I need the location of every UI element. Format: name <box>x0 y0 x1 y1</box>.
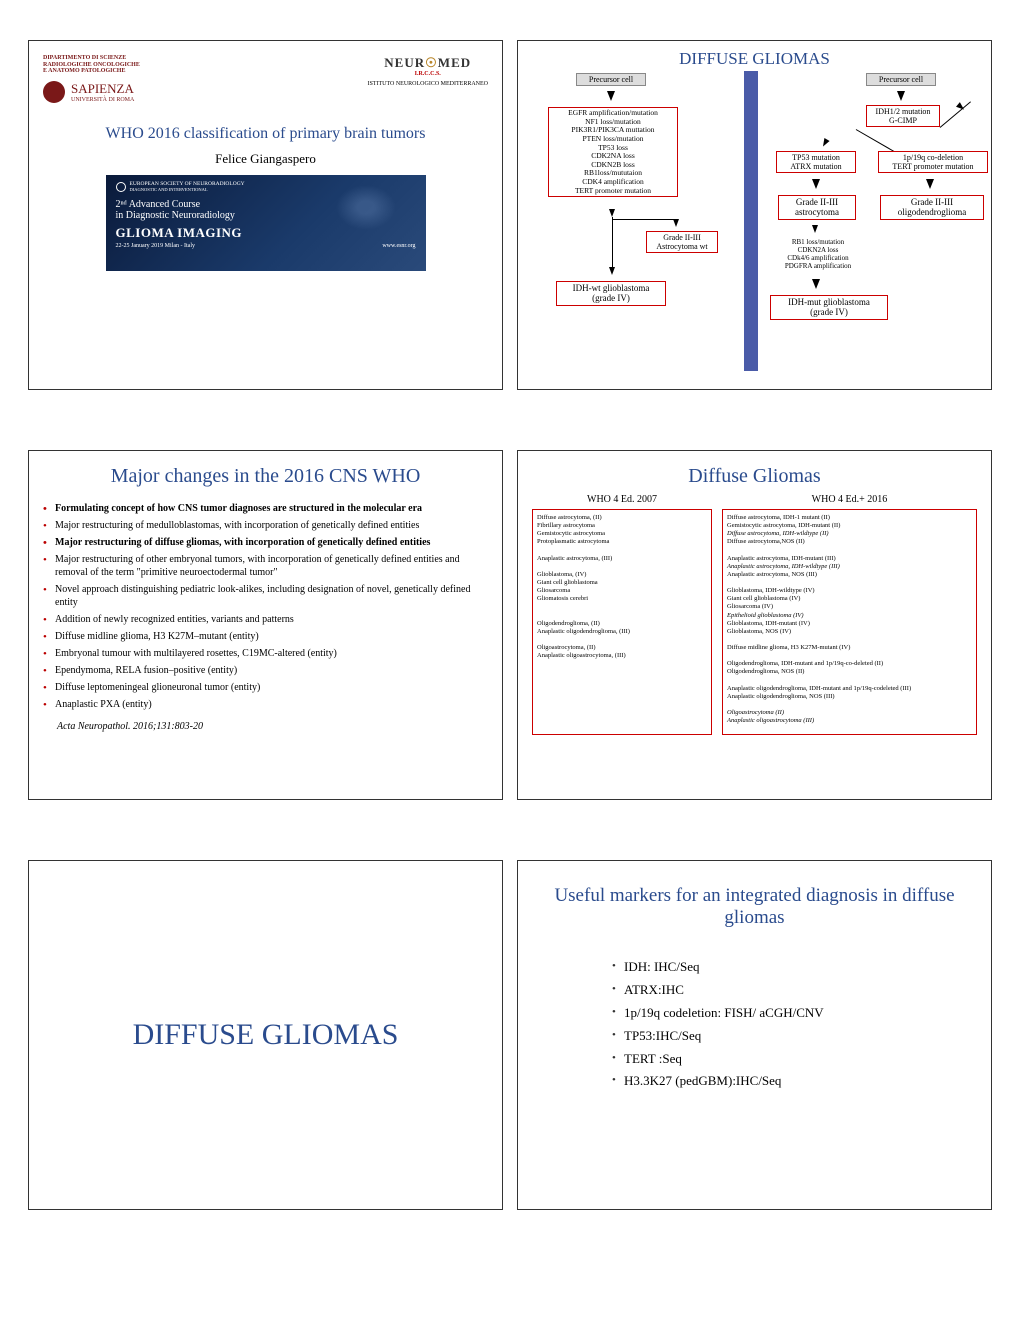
changes-item: Diffuse leptomeningeal glioneuronal tumo… <box>43 681 488 694</box>
slide-4: Diffuse Gliomas WHO 4 Ed. 2007 Diffuse a… <box>517 450 992 800</box>
left-gbm: IDH-wt glioblastoma (grade IV) <box>556 281 666 306</box>
sapienza-text: SAPIENZA <box>71 81 134 97</box>
changes-item: Major restructuring of other embryonal t… <box>43 553 488 579</box>
idh-node: IDH1/2 mutation G-CIMP <box>866 105 940 127</box>
marker-item: IDH: IHC/Seq <box>612 959 977 976</box>
changes-item: Formulating concept of how CNS tumor dia… <box>43 502 488 515</box>
changes-item: Diffuse midline glioma, H3 K27M–mutant (… <box>43 630 488 643</box>
esnr-logo-icon <box>116 182 126 192</box>
idhmut-gbm-node: IDH-mut glioblastoma (grade IV) <box>770 295 888 320</box>
col1-header: WHO 4 Ed. 2007 <box>532 494 712 505</box>
neuromed-block: NEUR☉MED I.R.C.C.S. ISTITUTO NEUROLOGICO… <box>367 55 488 87</box>
banner-image: EUROPEAN SOCIETY OF NEURORADIOLOGYDIAGNO… <box>106 175 426 271</box>
changes-item: Anaplastic PXA (entity) <box>43 698 488 711</box>
col2-header: WHO 4 Ed.+ 2016 <box>722 494 977 505</box>
slide-2-title: DIFFUSE GLIOMAS <box>526 49 983 69</box>
slide-1-title: WHO 2016 classification of primary brain… <box>73 125 458 143</box>
slide-2: DIFFUSE GLIOMAS Precursor cell EGFR ampl… <box>517 40 992 390</box>
changes-item: Novel approach distinguishing pediatric … <box>43 583 488 609</box>
marker-item: TERT :Seq <box>612 1051 977 1068</box>
markers-list: IDH: IHC/Seq ATRX:IHC 1p/19q codeletion: F… <box>612 959 977 1090</box>
dept-line: DIPARTIMENTO DI SCIENZE <box>43 55 140 62</box>
marker-item: 1p/19q codeletion: FISH/ aCGH/CNV <box>612 1005 977 1022</box>
dept-line: E ANATOMO PATOLOGICHE <box>43 68 140 75</box>
irccs: I.R.C.C.S. <box>367 71 488 77</box>
brain-icon <box>336 185 396 230</box>
col2-box: Diffuse astrocytoma, IDH-1 mutant (II) G… <box>722 509 977 735</box>
slide-4-title: Diffuse Gliomas <box>532 465 977 488</box>
dept-line: RADIOLOGICHE ONCOLOGICHE <box>43 62 140 69</box>
changes-item: Embryonal tumour with multilayered roset… <box>43 647 488 660</box>
oligo23-node: Grade II-III oligodendroglioma <box>880 195 984 220</box>
marker-item: ATRX:IHC <box>612 982 977 999</box>
marker-item: TP53:IHC/Seq <box>612 1028 977 1045</box>
divider-bar <box>744 71 758 371</box>
slide-6: Useful markers for an integrated diagnos… <box>517 860 992 1210</box>
precursor-left: Precursor cell <box>576 73 646 86</box>
changes-item: Major restructuring of medulloblastomas,… <box>43 519 488 532</box>
marker-item: H3.3K27 (pedGBM):IHC/Seq <box>612 1073 977 1090</box>
tp53-node: TP53 mutation ATRX mutation <box>776 151 856 173</box>
left-mol: EGFR amplification/mutation NF1 loss/mut… <box>548 107 678 197</box>
left-astro: Grade II-III Astrocytoma wt <box>646 231 718 253</box>
slide-5: DIFFUSE GLIOMAS <box>28 860 503 1210</box>
author: Felice Giangaspero <box>43 151 488 167</box>
precursor-right: Precursor cell <box>866 73 936 86</box>
rb1-node: RB1 loss/mutation CDKN2A loss CDk4/6 amp… <box>772 237 864 271</box>
istituto: ISTITUTO NEUROLOGICO MEDITERRANEO <box>367 81 488 87</box>
changes-item: Addition of newly recognized entities, v… <box>43 613 488 626</box>
codel-node: 1p/19q co-deletion TERT promoter mutatio… <box>878 151 988 173</box>
slide-3-title: Major changes in the 2016 CNS WHO <box>43 465 488 488</box>
col1-box: Diffuse astrocytoma, (II) Fibrillary ast… <box>532 509 712 735</box>
sapienza-logo-icon <box>43 81 65 103</box>
slide-1: DIPARTIMENTO DI SCIENZE RADIOLOGICHE ONC… <box>28 40 503 390</box>
astro23-node: Grade II-III astrocytoma <box>778 195 856 220</box>
slide-6-title: Useful markers for an integrated diagnos… <box>552 885 957 929</box>
sapienza-sub: UNIVERSITÀ DI ROMA <box>71 97 134 103</box>
sapienza-block: DIPARTIMENTO DI SCIENZE RADIOLOGICHE ONC… <box>43 55 140 103</box>
changes-item: Ependymoma, RELA fusion–positive (entity… <box>43 664 488 677</box>
slide-3: Major changes in the 2016 CNS WHO Formul… <box>28 450 503 800</box>
slide-5-title: DIFFUSE GLIOMAS <box>133 1018 399 1052</box>
changes-item: Major restructuring of diffuse gliomas, … <box>43 536 488 549</box>
changes-list: Formulating concept of how CNS tumor dia… <box>43 502 488 711</box>
reference: Acta Neuropathol. 2016;131:803-20 <box>57 721 488 732</box>
